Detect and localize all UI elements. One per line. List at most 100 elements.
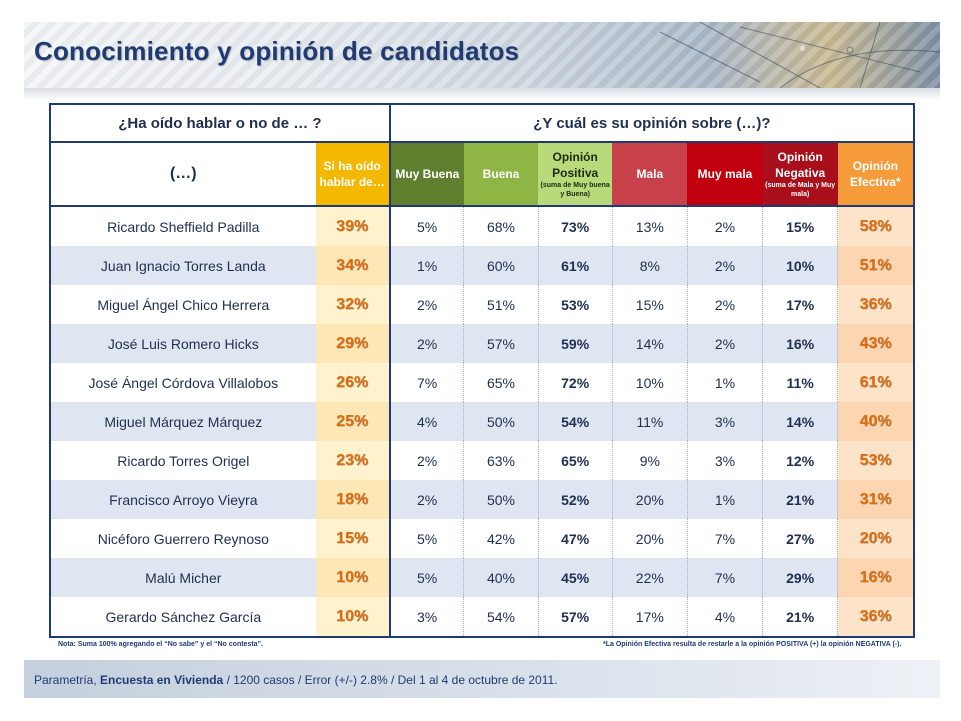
cell-muy-mala: 2% <box>687 324 764 363</box>
table-row: Ricardo Sheffield Padilla 39% 5% 68% 73% 13% 2… <box>49 206 916 246</box>
candidate-name: Malú Micher <box>49 558 316 597</box>
table-row: Miguel Márquez Márquez 25% 4% 50% 54% 11% 3% 14… <box>49 402 916 441</box>
cell-opinion-negativa: 17% <box>762 285 839 324</box>
cell-heard: 18% <box>315 480 391 519</box>
cell-muy-buena: 2% <box>389 480 465 519</box>
col-header-opinion-positiva-sub: (suma de Muy buena y Buena) <box>540 182 610 198</box>
cell-opinion-positiva: 73% <box>538 206 613 246</box>
cell-opinion-negativa: 14% <box>762 402 839 441</box>
cell-buena: 42% <box>463 519 539 558</box>
cell-muy-buena: 2% <box>389 324 465 363</box>
cell-muy-mala: 3% <box>687 441 764 480</box>
cell-opinion-efectiva: 53% <box>837 441 916 480</box>
cell-opinion-negativa: 15% <box>762 206 839 246</box>
cell-muy-buena: 2% <box>389 441 465 480</box>
cell-opinion-positiva: 61% <box>538 246 613 285</box>
footer-source: Parametría, <box>34 673 97 687</box>
cell-heard: 34% <box>315 246 391 285</box>
table-row: Nicéforo Guerrero Reynoso 15% 5% 42% 47% 20% 7… <box>49 519 916 558</box>
candidate-name: Miguel Ángel Chico Herrera <box>49 285 316 324</box>
table-row: Ricardo Torres Origel 23% 2% 63% 65% 9% 3% 12% 5… <box>49 441 916 480</box>
cell-opinion-positiva: 65% <box>538 441 613 480</box>
candidate-name: Juan Ignacio Torres Landa <box>49 246 316 285</box>
cell-muy-mala: 3% <box>687 402 764 441</box>
cell-muy-mala: 1% <box>687 363 764 402</box>
cell-opinion-negativa: 27% <box>762 519 839 558</box>
cell-muy-buena: 3% <box>389 597 465 638</box>
cell-muy-mala: 7% <box>687 558 764 597</box>
col-header-buena: Buena <box>463 142 539 207</box>
col-header-opinion-positiva-label: Opinión Positiva <box>552 150 599 180</box>
cell-buena: 54% <box>463 597 539 638</box>
cell-buena: 60% <box>463 246 539 285</box>
col-header-opinion-negativa-sub: (suma de Mala y Muy mala) <box>765 182 836 198</box>
cell-opinion-efectiva: 43% <box>837 324 916 363</box>
cell-muy-mala: 7% <box>687 519 764 558</box>
cell-heard: 29% <box>315 324 391 363</box>
table-row: Miguel Ángel Chico Herrera 32% 2% 51% 53% 15%… <box>49 285 916 324</box>
cell-opinion-efectiva: 20% <box>837 519 916 558</box>
col-header-muy-buena: Muy Buena <box>389 142 464 207</box>
cell-opinion-negativa: 21% <box>762 480 839 519</box>
cell-mala: 8% <box>612 246 688 285</box>
cell-muy-mala: 2% <box>687 246 764 285</box>
cell-heard: 39% <box>315 206 391 246</box>
candidate-name: Francisco Arroyo Vieyra <box>49 480 316 519</box>
cell-heard: 32% <box>315 285 391 324</box>
cell-buena: 50% <box>463 402 539 441</box>
footer-survey: Encuesta en Vivienda <box>100 673 224 687</box>
cell-opinion-positiva: 52% <box>538 480 613 519</box>
cell-muy-buena: 4% <box>389 402 465 441</box>
cell-buena: 57% <box>463 324 539 363</box>
candidate-name: Nicéforo Guerrero Reynoso <box>49 519 316 558</box>
cell-mala: 10% <box>612 363 688 402</box>
note-right: *La Opinión Efectiva resulta de restarle… <box>603 641 902 648</box>
banner-shadow <box>24 88 940 100</box>
col-header-heard: Si ha oído hablar de… <box>315 142 391 207</box>
cell-opinion-negativa: 12% <box>762 441 839 480</box>
footer-source-line: Parametría, Encuesta en Vivienda / 1200 … <box>34 673 558 687</box>
note-left: Nota: Suma 100% agregando el “No sabe” y… <box>58 641 263 648</box>
candidate-name: José Ángel Córdova Villalobos <box>49 363 316 402</box>
cell-opinion-efectiva: 36% <box>837 597 916 638</box>
header-row-columns: (…) Si ha oído hablar de… Muy Buena Buen… <box>49 142 916 207</box>
cell-buena: 50% <box>463 480 539 519</box>
cell-opinion-efectiva: 51% <box>837 246 916 285</box>
col-header-name: (…) <box>49 142 316 207</box>
candidate-name: Ricardo Torres Origel <box>49 441 316 480</box>
footer-bar: Parametría, Encuesta en Vivienda / 1200 … <box>24 660 940 698</box>
cell-muy-mala: 2% <box>687 285 764 324</box>
cell-opinion-negativa: 21% <box>762 597 839 638</box>
cell-opinion-positiva: 59% <box>538 324 613 363</box>
cell-muy-buena: 7% <box>389 363 465 402</box>
cell-heard: 23% <box>315 441 391 480</box>
cell-buena: 65% <box>463 363 539 402</box>
cell-muy-mala: 2% <box>687 206 764 246</box>
cell-heard: 10% <box>315 597 391 638</box>
cell-muy-buena: 5% <box>389 206 465 246</box>
table-row: Malú Micher 10% 5% 40% 45% 22% 7% 29% 16% <box>49 558 916 597</box>
table-body: Ricardo Sheffield Padilla 39% 5% 68% 73% 13% 2… <box>49 206 916 638</box>
cell-buena: 51% <box>463 285 539 324</box>
header-row-groups: ¿Ha oído hablar o no de … ? ¿Y cuál es s… <box>49 103 916 143</box>
cell-opinion-efectiva: 31% <box>837 480 916 519</box>
cell-buena: 40% <box>463 558 539 597</box>
table-row: José Ángel Córdova Villalobos 26% 7% 65% 72%… <box>49 363 916 402</box>
col-header-opinion-positiva: Opinión Positiva (suma de Muy buena y Bu… <box>538 142 613 207</box>
cell-opinion-positiva: 53% <box>538 285 613 324</box>
candidate-name: Miguel Márquez Márquez <box>49 402 316 441</box>
cell-opinion-efectiva: 40% <box>837 402 916 441</box>
cell-opinion-negativa: 10% <box>762 246 839 285</box>
cell-opinion-efectiva: 36% <box>837 285 916 324</box>
cell-mala: 20% <box>612 480 688 519</box>
col-header-mala: Mala <box>612 142 688 207</box>
table-row: Francisco Arroyo Vieyra 18% 2% 50% 52% 20% 1% 2… <box>49 480 916 519</box>
cell-opinion-negativa: 29% <box>762 558 839 597</box>
cell-opinion-efectiva: 58% <box>837 206 916 246</box>
cell-heard: 10% <box>315 558 391 597</box>
group-header-heard: ¿Ha oído hablar o no de … ? <box>49 103 391 143</box>
cell-muy-mala: 1% <box>687 480 764 519</box>
cell-opinion-positiva: 47% <box>538 519 613 558</box>
table-row: Gerardo Sánchez García 10% 3% 54% 57% 17% 4% 21… <box>49 597 916 638</box>
col-header-opinion-negativa: Opinión Negativa (suma de Mala y Muy mal… <box>762 142 838 207</box>
